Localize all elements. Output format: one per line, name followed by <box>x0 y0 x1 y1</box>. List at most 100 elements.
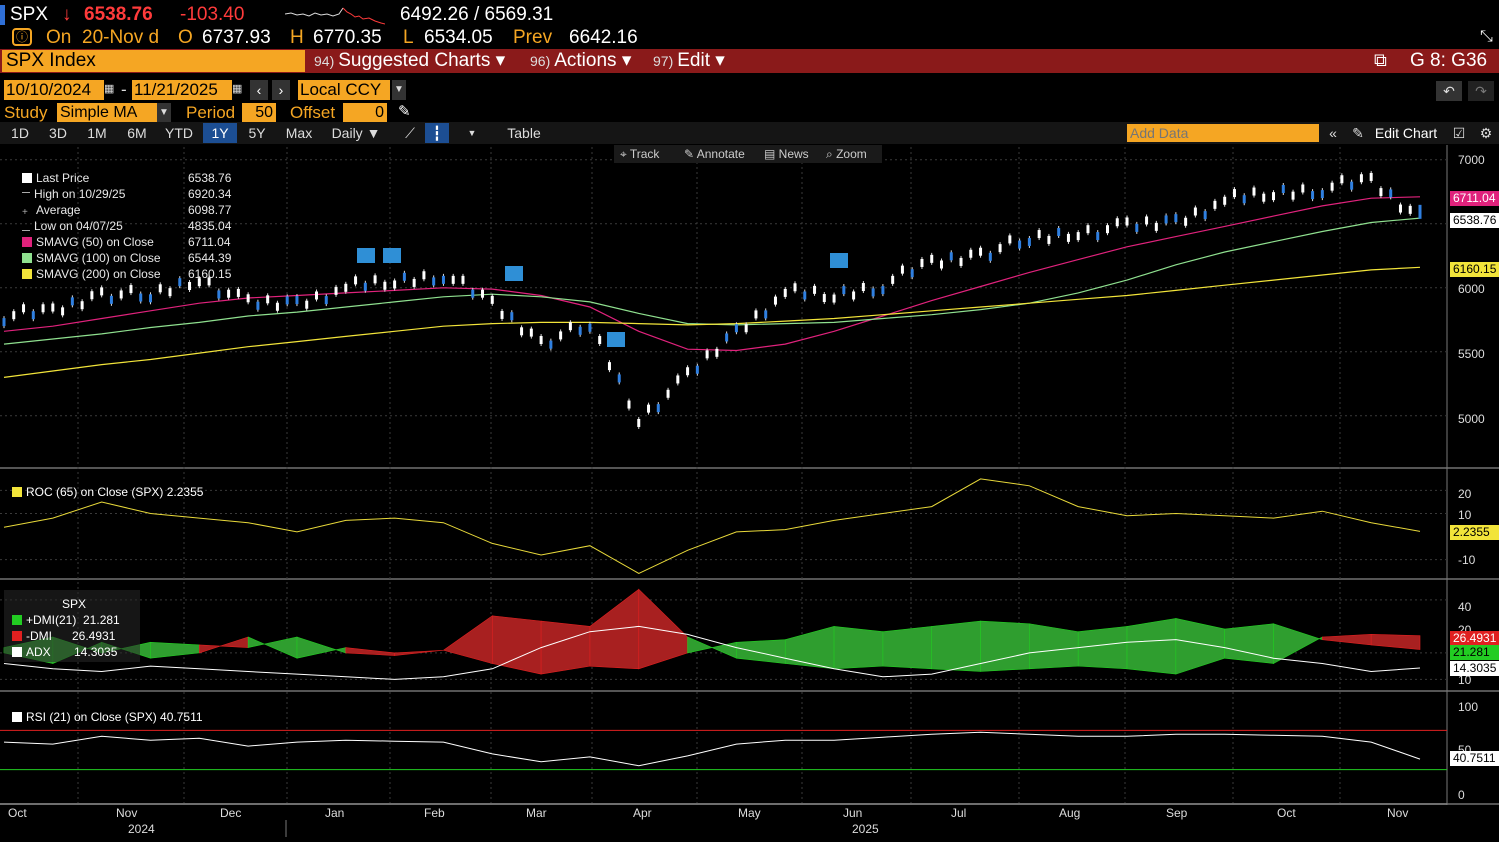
dmi-plus-area <box>247 636 298 659</box>
range-ytd[interactable]: YTD <box>165 125 193 141</box>
range-3d[interactable]: 3D <box>49 125 67 141</box>
table-button[interactable]: Table <box>507 125 541 141</box>
candle-body <box>871 288 875 297</box>
menu-edit[interactable]: 97) Edit ▾ <box>653 50 725 72</box>
end-date-field[interactable]: 11/21/2025 <box>132 80 232 100</box>
legend-sma100: SMAVG (100) on Close 6544.39 <box>22 250 231 266</box>
dmi-plus-area <box>980 620 1030 672</box>
offset-label: Offset <box>290 103 336 122</box>
candle-body <box>705 350 709 359</box>
zoom-button[interactable]: ⌕ Zoom <box>826 147 867 161</box>
news-button[interactable]: ▤ News <box>764 147 809 161</box>
legend-sma50: SMAVG (50) on Close 6711.04 <box>22 234 231 250</box>
range-1y[interactable]: 1Y <box>203 123 237 143</box>
chevron-down-icon[interactable]: ▼ <box>157 103 171 122</box>
candle-body <box>754 310 758 319</box>
line-chart-icon[interactable]: ⟋ <box>405 125 415 141</box>
offset-input[interactable]: 0 <box>343 103 387 122</box>
candle-body <box>129 285 133 294</box>
price-axis-7000: 7000 <box>1458 153 1485 167</box>
annotate-label: Annotate <box>696 147 745 161</box>
undo-button[interactable]: ↶ <box>1436 81 1462 101</box>
candle-body <box>1379 188 1383 197</box>
track-label: Track <box>629 147 660 161</box>
resize-corner-icon[interactable]: ⤡ <box>1480 28 1493 45</box>
add-data-input[interactable] <box>1127 124 1319 142</box>
month-label: Jan <box>325 806 345 820</box>
net-change: -103.40 <box>180 4 245 25</box>
range-6m[interactable]: 6M <box>127 125 147 141</box>
range-1d[interactable]: 1D <box>11 125 29 141</box>
legend-average: + Average 6098.77 <box>22 203 232 218</box>
calendar-icon[interactable]: ▦ <box>232 83 243 95</box>
period-label: Period <box>186 103 236 122</box>
range-max[interactable]: Max <box>285 125 313 141</box>
candle-body <box>217 290 221 299</box>
prev-period-button[interactable]: ‹ <box>250 80 268 100</box>
last-candle <box>1418 204 1422 219</box>
candle-body <box>510 312 514 321</box>
candle-body <box>2 318 6 327</box>
dmi-minus-area <box>345 647 395 656</box>
frequency-select[interactable]: Daily ▼ <box>331 125 381 141</box>
chart-area[interactable] <box>0 145 1499 842</box>
candle-body <box>1027 237 1031 246</box>
next-period-button[interactable]: › <box>272 80 290 100</box>
candle-body <box>90 291 94 300</box>
edit-chart-button[interactable]: Edit Chart <box>1374 125 1438 141</box>
period-input[interactable]: 50 <box>242 103 276 122</box>
info-icon[interactable]: ⓘ <box>12 28 32 46</box>
month-label: Jun <box>843 806 863 820</box>
candle-body <box>988 252 992 261</box>
candle-body <box>539 336 543 345</box>
menu-suggested-charts[interactable]: 94) Suggested Charts ▾ <box>314 50 505 72</box>
candle-body <box>637 418 641 427</box>
candle-body <box>910 269 914 278</box>
candle-body <box>686 367 690 376</box>
candle-body <box>1223 196 1227 205</box>
low-value: 6534.05 <box>424 27 493 48</box>
chevron-down-icon[interactable]: ▼ <box>392 80 406 100</box>
roc-tag: 2.2355 <box>1450 525 1499 540</box>
candle-body <box>979 247 983 256</box>
menu-actions[interactable]: 96) Actions ▾ <box>530 50 631 72</box>
candle-body <box>666 389 670 398</box>
collapse-icon[interactable]: « <box>1329 125 1337 141</box>
year-label: 2024 <box>128 822 155 836</box>
popout-icon[interactable]: ⧉ <box>1374 50 1387 70</box>
candle-body <box>481 289 485 298</box>
chart-type-dropdown-icon[interactable]: ▼ <box>467 128 477 138</box>
study-select[interactable]: Simple MA <box>57 103 157 122</box>
gear-icon[interactable]: ⚙ <box>1479 125 1493 141</box>
candle-body <box>813 285 817 294</box>
candle-body <box>432 277 436 286</box>
range-5y[interactable]: 5Y <box>248 125 266 141</box>
last-price-tag: 6538.76 <box>1450 213 1499 228</box>
start-date-field[interactable]: 10/10/2024 <box>4 80 104 100</box>
rsi-legend: RSI (21) on Close (SPX) 40.7511 <box>12 710 203 724</box>
dmi-plus-area <box>784 626 835 670</box>
dmi-title: SPX <box>62 597 87 611</box>
candle-chart-icon[interactable]: ┇ <box>425 123 449 143</box>
range-1m[interactable]: 1M <box>87 125 107 141</box>
news-marker-icon <box>383 248 401 263</box>
pencil-icon[interactable]: ✎ <box>398 103 411 120</box>
candle-body <box>1398 204 1402 213</box>
track-button[interactable]: ⌖ Track <box>620 147 660 161</box>
candle-body <box>461 275 465 284</box>
candle-body <box>158 284 162 293</box>
month-label: Aug <box>1059 806 1081 820</box>
sma200-tag: 6160.15 <box>1450 262 1499 277</box>
annotate-button[interactable]: ✎ Annotate <box>684 147 745 161</box>
calendar-icon[interactable]: ▦ <box>104 83 115 95</box>
edit-settings-icon[interactable]: ☑ <box>1452 125 1466 141</box>
candle-body <box>1252 187 1256 196</box>
pencil-icon[interactable]: ✎ <box>1352 125 1364 141</box>
month-label: Nov <box>116 806 138 820</box>
redo-button[interactable]: ↷ <box>1468 81 1494 101</box>
candle-body <box>852 291 856 300</box>
security-field[interactable]: SPX Index <box>2 50 305 72</box>
currency-select[interactable]: Local CCY <box>298 80 390 100</box>
open-label: O <box>178 27 193 48</box>
candle-body <box>520 327 524 336</box>
